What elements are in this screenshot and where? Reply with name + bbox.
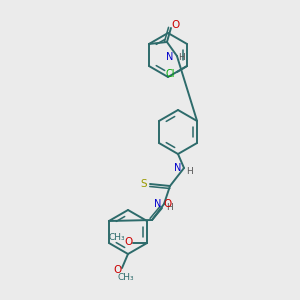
Text: O: O	[172, 20, 180, 30]
Text: O: O	[124, 237, 132, 247]
Text: H: H	[186, 167, 193, 176]
Text: H: H	[178, 52, 185, 62]
Text: N: N	[174, 163, 181, 173]
Text: S: S	[141, 179, 147, 189]
Text: N: N	[154, 199, 161, 209]
Text: Cl: Cl	[165, 69, 175, 79]
Text: CH₃: CH₃	[118, 274, 134, 283]
Text: O: O	[163, 199, 171, 209]
Text: H: H	[166, 202, 173, 211]
Text: N: N	[166, 52, 173, 62]
Text: O: O	[114, 265, 122, 275]
Text: CH₃: CH₃	[109, 232, 125, 242]
